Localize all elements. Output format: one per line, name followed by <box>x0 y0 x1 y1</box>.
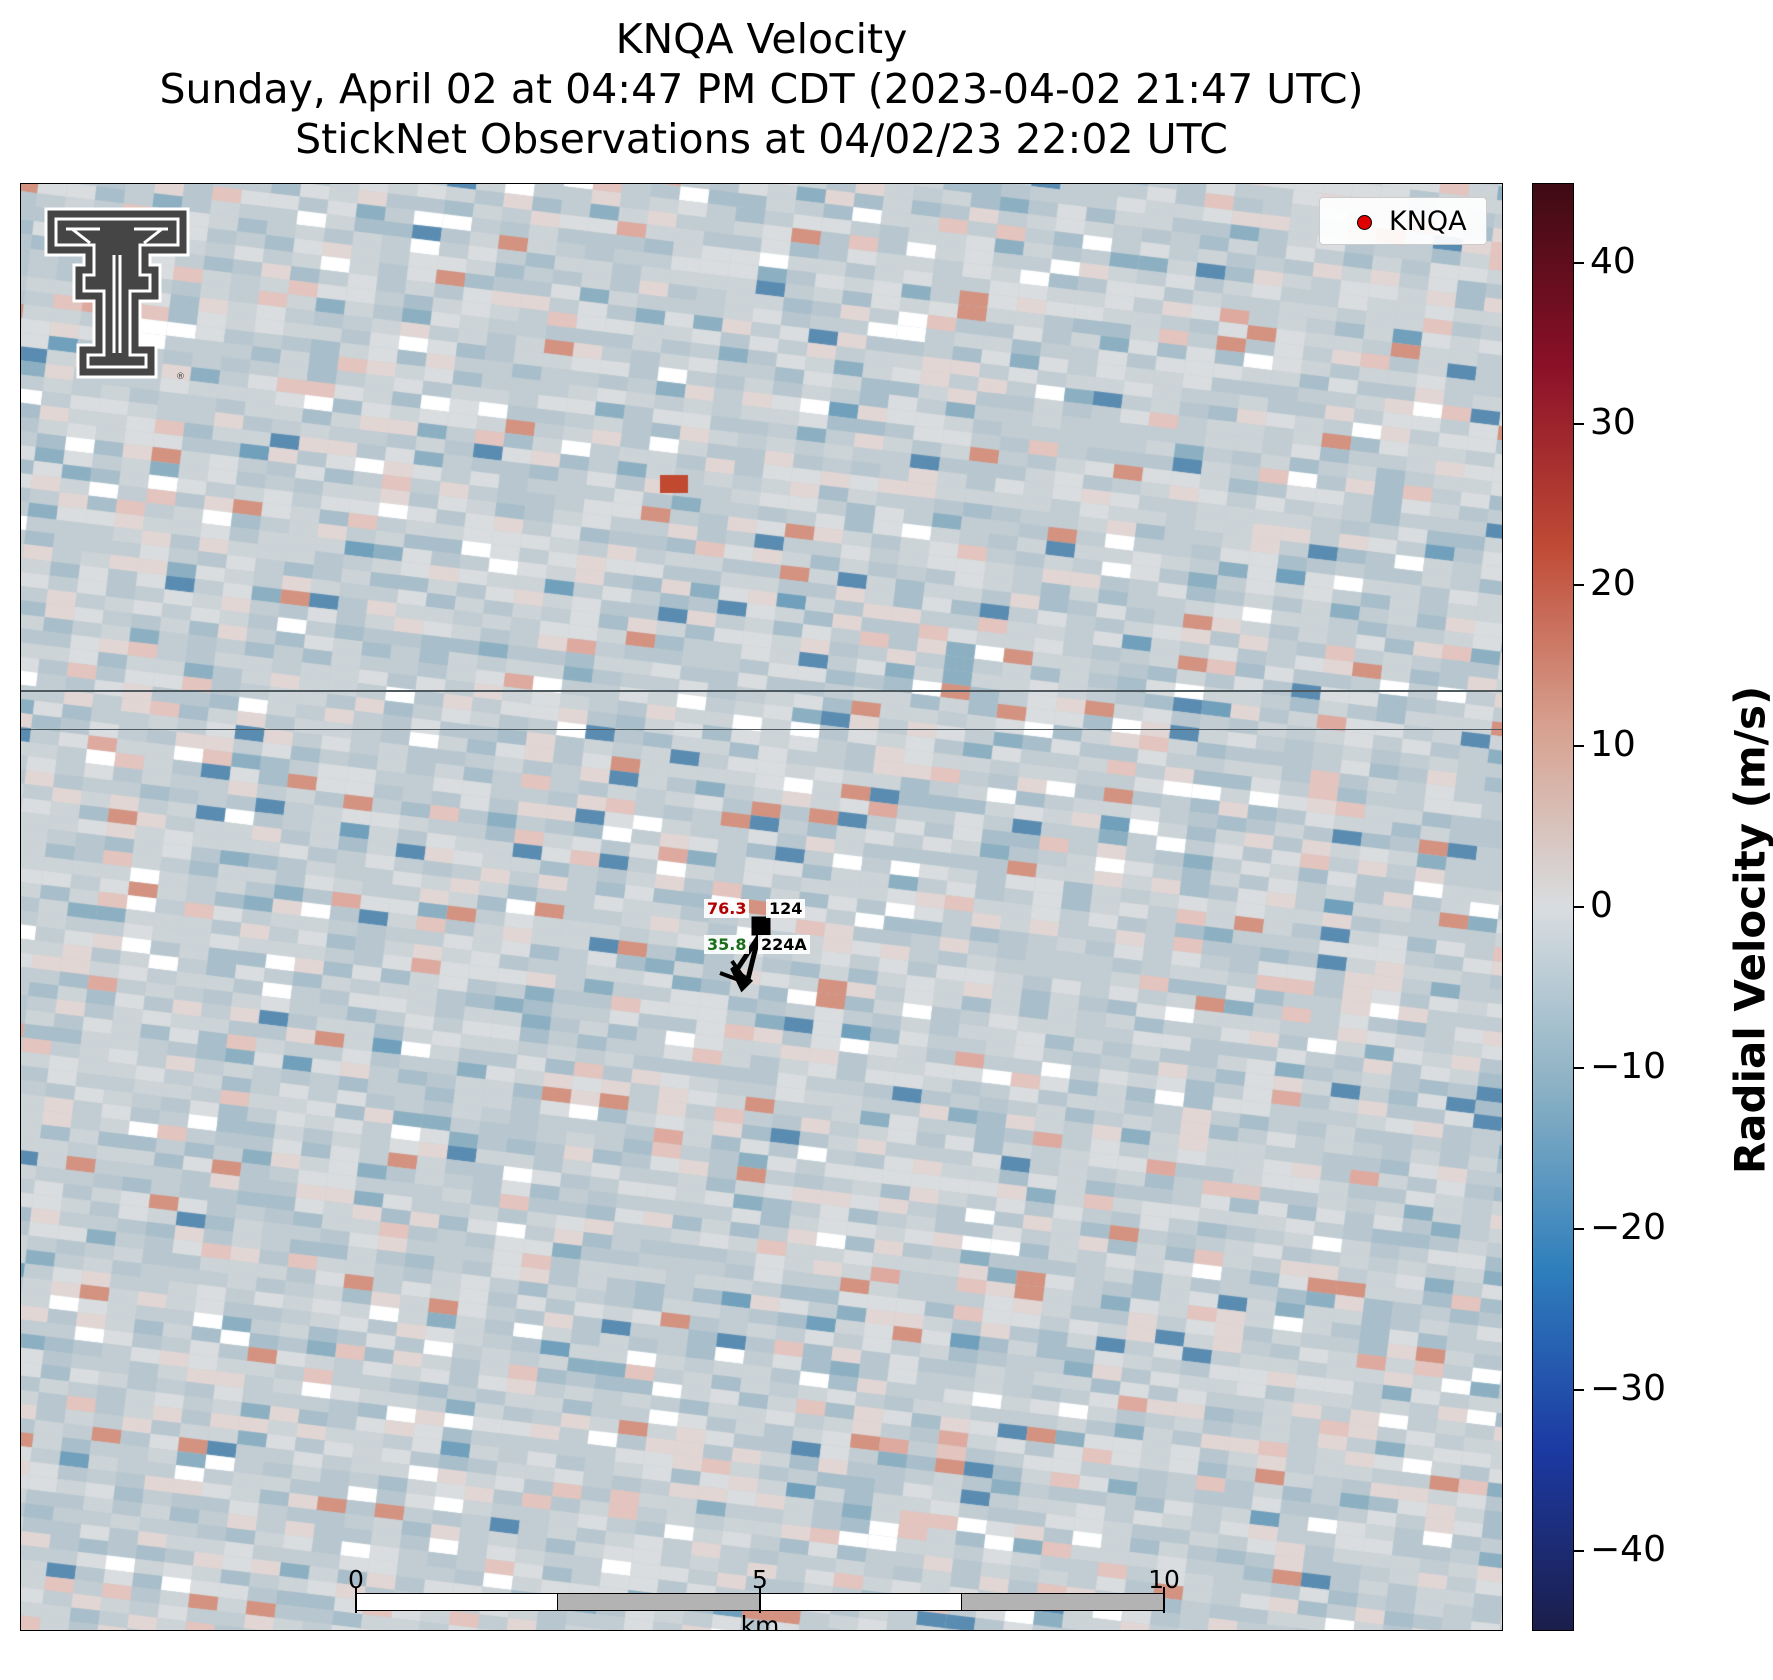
station-224A-value: 35.8 <box>704 935 750 954</box>
colorbar-tick <box>1574 906 1584 908</box>
scale-bar-tick <box>1163 1587 1165 1613</box>
scale-bar-tick <box>355 1587 357 1613</box>
colorbar-tick <box>1574 1227 1584 1230</box>
colorbar-tick <box>1574 423 1584 426</box>
colorbar-tick-label: −20 <box>1590 1206 1666 1248</box>
boundary-line-upper <box>20 690 1503 692</box>
title-line-1: KNQA Velocity <box>615 15 908 63</box>
station-124-id: 124 <box>766 899 806 918</box>
texas-tech-logo: ® <box>44 207 190 382</box>
colorbar-tick <box>1574 584 1584 587</box>
scale-bar-segment <box>557 1593 760 1611</box>
radar-velocity-map[interactable]: ® KNQA 76.3 124 35.8 224A 0 5 10 <box>20 183 1503 1631</box>
colorbar-tick-label: −10 <box>1590 1045 1666 1087</box>
scale-bar-tick <box>759 1587 761 1613</box>
colorbar-tick-label: 0 <box>1590 885 1613 926</box>
stations-layer <box>719 916 771 993</box>
svg-text:®: ® <box>176 372 185 382</box>
colorbar-tick-label: −30 <box>1590 1367 1666 1409</box>
colorbar-tick <box>1574 745 1584 748</box>
station-224A-id: 224A <box>758 935 810 954</box>
figure-title: KNQA Velocity Sunday, April 02 at 04:47 … <box>18 14 1505 164</box>
legend-label: KNQA <box>1389 206 1467 237</box>
colorbar-tick-label: −40 <box>1590 1528 1666 1570</box>
colorbar-tick <box>1574 1066 1584 1069</box>
map-legend: KNQA <box>1319 197 1487 245</box>
colorbar-tick-label: 30 <box>1590 402 1636 444</box>
scale-bar-label-5: 5 <box>752 1565 768 1594</box>
title-line-2: Sunday, April 02 at 04:47 PM CDT (2023-0… <box>159 65 1364 113</box>
scale-bar-label-10: 10 <box>1148 1565 1180 1594</box>
colorbar-tick <box>1574 262 1584 265</box>
scale-bar-segment <box>961 1593 1165 1611</box>
colorbar-tick <box>1574 1388 1584 1391</box>
radar-site-marker-icon <box>1357 215 1372 230</box>
colorbar-tick-label: 40 <box>1590 241 1636 283</box>
boundary-line-lower <box>20 729 1503 730</box>
scale-bar-unit: km <box>740 1611 780 1631</box>
colorbar-tick-label: 20 <box>1590 563 1636 605</box>
radar-velocity-field <box>20 183 1503 1631</box>
colorbar-title: Radial Velocity (m/s) <box>1725 685 1773 1175</box>
scale-bar-label-0: 0 <box>348 1565 364 1594</box>
station-224A-wind-barb <box>719 959 754 993</box>
colorbar-tick <box>1574 1549 1584 1552</box>
colorbar <box>1532 183 1574 1631</box>
scale-bar-segment <box>759 1593 962 1611</box>
station-124-value: 76.3 <box>704 899 750 918</box>
colorbar-tick-label: 10 <box>1590 724 1636 766</box>
scale-bar-segment <box>355 1593 558 1611</box>
scale-bar: 0 5 10 km <box>348 1565 1180 1631</box>
title-line-3: StickNet Observations at 04/02/23 22:02 … <box>295 115 1228 163</box>
